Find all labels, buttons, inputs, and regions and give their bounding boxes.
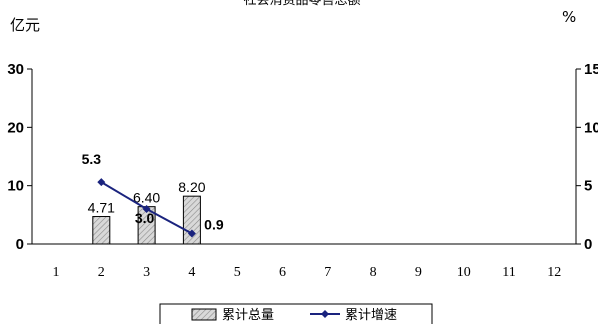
legend-bar-swatch: [191, 308, 217, 321]
legend-line-label: 累计增速: [345, 308, 397, 323]
bar: [92, 216, 111, 245]
right-tick-label: 10: [584, 119, 598, 136]
left-tick-label: 10: [7, 178, 24, 195]
right-axis-unit: %: [562, 8, 576, 26]
bar-data-label: 8.20: [178, 179, 205, 195]
x-tick-label: 4: [188, 265, 195, 280]
right-tick-label: 5: [584, 178, 592, 195]
left-tick-label: 30: [7, 61, 24, 78]
x-tick-label: 1: [53, 265, 60, 280]
bar-data-label: 4.71: [88, 200, 115, 216]
line-data-label: 0.9: [204, 217, 224, 233]
legend-box: [159, 303, 433, 324]
chart-title: 社会消费品零售总额: [243, 0, 360, 8]
legend-bar-label: 累计总量: [222, 308, 274, 323]
left-tick-label: 20: [7, 119, 24, 136]
right-tick-label: 0: [584, 236, 592, 253]
x-tick-label: 6: [279, 265, 286, 280]
bar-data-label: 6.40: [133, 190, 160, 206]
line-series: 5.3 3.0 0.9: [82, 151, 224, 238]
x-tick-label: 11: [502, 265, 515, 280]
x-tick-label: 10: [457, 265, 471, 280]
x-tick-label: 8: [370, 265, 377, 280]
line-point: [187, 229, 196, 238]
x-tick-label: 9: [415, 265, 422, 280]
line-data-label: 5.3: [82, 151, 102, 167]
x-axis-ticks: 1 2 3 4 5 6 7 8 9 10 11 12: [53, 265, 562, 280]
left-axis-unit: 亿元: [10, 16, 40, 34]
x-tick-label: 2: [98, 265, 105, 280]
x-tick-label: 12: [547, 265, 561, 280]
legend: 累计总量 累计增速: [159, 303, 433, 324]
x-tick-label: 7: [324, 265, 331, 280]
right-axis-ticks: 0 5 10 15: [576, 61, 598, 253]
left-tick-label: 0: [16, 236, 24, 253]
left-axis-ticks: 0 10 20 30: [7, 61, 32, 253]
x-tick-label: 5: [234, 265, 241, 280]
x-tick-label: 3: [143, 265, 150, 280]
line-point: [142, 205, 151, 213]
line-point: [97, 178, 106, 187]
legend-line-marker: [321, 310, 329, 318]
right-tick-label: 15: [584, 61, 598, 78]
line-data-label: 3.0: [135, 210, 155, 226]
